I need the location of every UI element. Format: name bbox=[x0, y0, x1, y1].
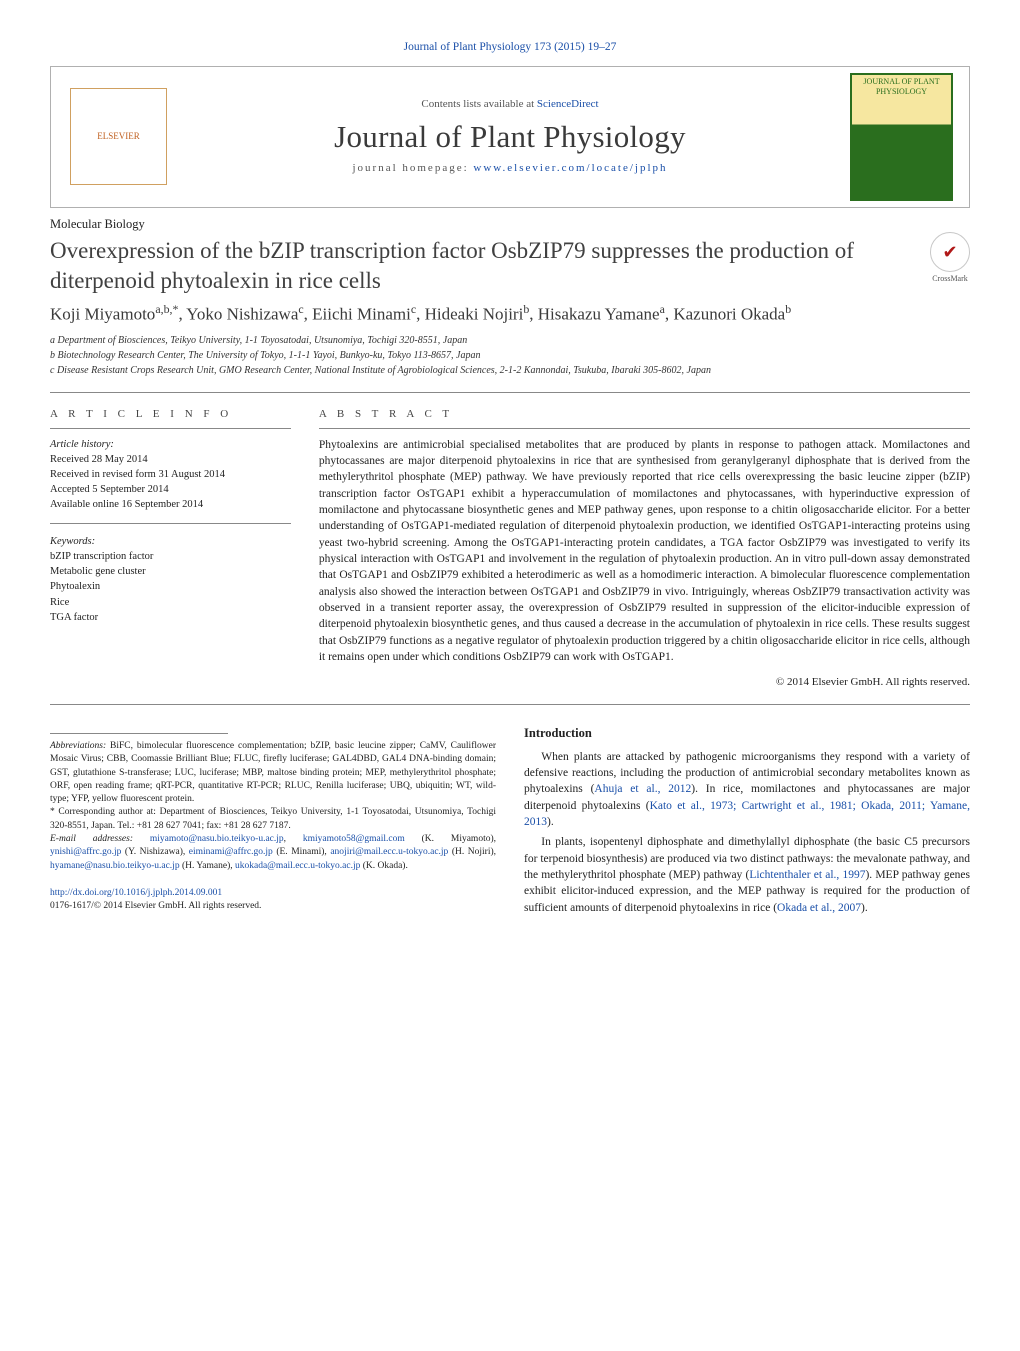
copyright: © 2014 Elsevier GmbH. All rights reserve… bbox=[319, 675, 970, 690]
journal-issue-link[interactable]: Journal of Plant Physiology 173 (2015) 1… bbox=[50, 40, 970, 56]
crossmark-badge[interactable]: ✔︎ CrossMark bbox=[930, 232, 970, 285]
divider bbox=[319, 428, 970, 429]
footnote-rule bbox=[50, 733, 228, 734]
article-title: Overexpression of the bZIP transcription… bbox=[50, 236, 918, 295]
doi-block: http://dx.doi.org/10.1016/j.jplph.2014.0… bbox=[50, 887, 496, 914]
affiliations: a Department of Biosciences, Teikyo Univ… bbox=[50, 333, 970, 378]
contents-lists: Contents lists available at ScienceDirec… bbox=[176, 97, 844, 112]
introduction-head: Introduction bbox=[524, 725, 970, 743]
email-addresses-footnote: E-mail addresses: miyamoto@nasu.bio.teik… bbox=[50, 833, 496, 873]
elsevier-logo: ELSEVIER bbox=[70, 88, 167, 185]
affiliation-a: a Department of Biosciences, Teikyo Univ… bbox=[50, 333, 970, 348]
citation-link[interactable]: Lichtenthaler et al., 1997 bbox=[749, 869, 865, 881]
email-link[interactable]: anojiri@mail.ecc.u-tokyo.ac.jp bbox=[330, 847, 448, 857]
journal-cover-image: JOURNAL OF PLANT PHYSIOLOGY bbox=[850, 73, 953, 201]
email-link[interactable]: kmiyamoto58@gmail.com bbox=[303, 834, 405, 844]
divider bbox=[50, 523, 291, 524]
left-body-column: Abbreviations: BiFC, bimolecular fluores… bbox=[50, 725, 496, 916]
divider bbox=[50, 704, 970, 705]
intro-paragraph-1: When plants are attacked by pathogenic m… bbox=[524, 749, 970, 831]
journal-homepage-link[interactable]: www.elsevier.com/locate/jplph bbox=[473, 162, 667, 174]
citation-link[interactable]: Okada et al., 2007 bbox=[777, 902, 861, 914]
divider bbox=[50, 392, 970, 393]
article-section-label: Molecular Biology bbox=[50, 216, 970, 233]
divider bbox=[50, 428, 291, 429]
article-info-head: A R T I C L E I N F O bbox=[50, 407, 291, 422]
article-history: Article history: Received 28 May 2014 Re… bbox=[50, 437, 291, 513]
right-body-column: Introduction When plants are attacked by… bbox=[524, 725, 970, 916]
email-link[interactable]: ukokada@mail.ecc.u-tokyo.ac.jp bbox=[235, 861, 360, 871]
email-link[interactable]: hyamane@nasu.bio.teikyo-u.ac.jp bbox=[50, 861, 180, 871]
doi-link[interactable]: http://dx.doi.org/10.1016/j.jplph.2014.0… bbox=[50, 888, 222, 898]
email-link[interactable]: ynishi@affrc.go.jp bbox=[50, 847, 121, 857]
journal-title: Journal of Plant Physiology bbox=[176, 116, 844, 158]
abbreviations-footnote: Abbreviations: BiFC, bimolecular fluores… bbox=[50, 740, 496, 806]
email-link[interactable]: miyamoto@nasu.bio.teikyo-u.ac.jp bbox=[150, 834, 284, 844]
sciencedirect-link[interactable]: ScienceDirect bbox=[537, 98, 599, 110]
crossmark-icon: ✔︎ bbox=[930, 232, 970, 272]
affiliation-b: b Biotechnology Research Center, The Uni… bbox=[50, 348, 970, 363]
corresponding-author-footnote: * Corresponding author at: Department of… bbox=[50, 806, 496, 833]
journal-header-bar: ELSEVIER Contents lists available at Sci… bbox=[50, 66, 970, 208]
keywords: Keywords: bZIP transcription factor Meta… bbox=[50, 534, 291, 625]
intro-paragraph-2: In plants, isopentenyl diphosphate and d… bbox=[524, 834, 970, 916]
affiliation-c: c Disease Resistant Crops Research Unit,… bbox=[50, 363, 970, 378]
citation-link[interactable]: Ahuja et al., 2012 bbox=[594, 783, 691, 795]
author-list: Koji Miyamotoa,b,*, Yoko Nishizawac, Eii… bbox=[50, 301, 970, 326]
abstract-text: Phytoalexins are antimicrobial specialis… bbox=[319, 437, 970, 666]
journal-homepage: journal homepage: www.elsevier.com/locat… bbox=[176, 161, 844, 176]
email-link[interactable]: eiminami@affrc.go.jp bbox=[189, 847, 273, 857]
abstract-head: A B S T R A C T bbox=[319, 407, 970, 422]
